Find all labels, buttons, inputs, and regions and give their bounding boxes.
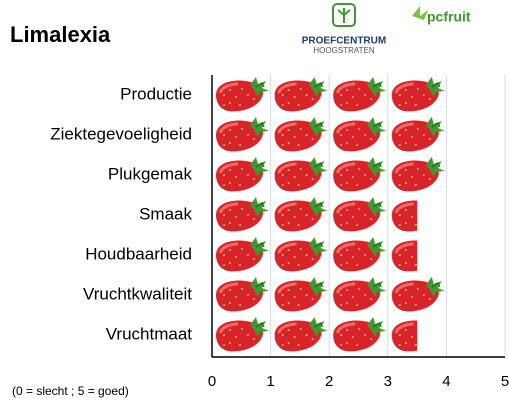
x-tick-label: 5: [501, 373, 509, 390]
logo-pcfruit: pcfruit: [412, 6, 471, 25]
bar: [212, 237, 417, 273]
bar: [212, 117, 446, 153]
y-tick-label: Vruchtmaat: [106, 324, 193, 343]
x-tick-label: 1: [266, 373, 274, 390]
bar: [212, 77, 446, 113]
bar: [212, 197, 417, 233]
logo-text: pcfruit: [427, 9, 471, 25]
y-tick-label: Productie: [120, 84, 192, 103]
note: (0 = slecht ; 5 = goed): [12, 384, 129, 398]
chart-title: Limalexia: [10, 22, 111, 47]
logo-proefcentrum: PROEFCENTRUM HOOGSTRATEN: [302, 4, 386, 55]
y-tick-label: Vruchtkwaliteit: [83, 284, 192, 303]
x-tick-label: 0: [208, 373, 216, 390]
y-tick-label: Plukgemak: [108, 164, 193, 183]
bar: [212, 277, 446, 313]
y-tick-label: Smaak: [139, 204, 192, 223]
logo-text: HOOGSTRATEN: [313, 46, 374, 55]
y-tick-label: Houdbaarheid: [85, 244, 192, 263]
x-tick-label: 3: [384, 373, 392, 390]
chart: Limalexia PROEFCENTRUM HOOGSTRATEN pcfru…: [0, 0, 509, 403]
bar: [212, 157, 446, 193]
bar: [212, 317, 417, 353]
x-tick-label: 2: [325, 373, 333, 390]
logo-text: PROEFCENTRUM: [302, 36, 386, 47]
y-tick-label: Ziektegevoeligheid: [50, 124, 192, 143]
x-tick-label: 4: [442, 373, 450, 390]
